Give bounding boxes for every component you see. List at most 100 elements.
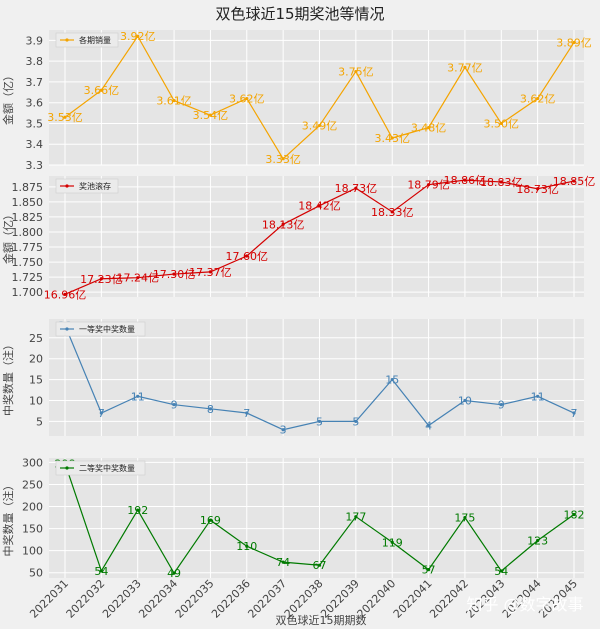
data-label: 169 <box>200 514 221 527</box>
y-tick-label: 3.5 <box>26 117 44 130</box>
y-tick-label: 25 <box>29 332 43 345</box>
x-tick-label: 2022036 <box>209 577 253 621</box>
data-label: 3.53亿 <box>47 111 83 124</box>
y-tick-label: 1.800 <box>12 226 44 239</box>
y-tick-label: 1.775 <box>12 241 44 254</box>
data-label: 3.62亿 <box>520 93 556 106</box>
y-tick-label: 3.3 <box>26 159 44 172</box>
panel-first: 510152025中奖数量（注）28711987355154109117一等奖中… <box>1 319 584 437</box>
data-point <box>99 569 103 573</box>
y-tick-label: 3.4 <box>26 138 44 151</box>
legend-marker <box>65 184 69 188</box>
data-point <box>99 277 103 281</box>
data-label: 175 <box>454 512 475 525</box>
data-point <box>499 121 503 126</box>
data-point <box>317 563 322 567</box>
data-point <box>208 270 213 274</box>
data-point <box>390 136 394 140</box>
data-label: 177 <box>345 511 366 524</box>
data-label: 18.86亿 <box>444 174 487 187</box>
data-label: 17.30亿 <box>153 268 196 281</box>
data-point <box>390 377 394 382</box>
data-point <box>426 126 431 130</box>
data-point <box>281 560 285 564</box>
data-point <box>172 403 176 407</box>
data-point <box>536 538 540 543</box>
legend-label: 奖池滚存 <box>79 181 111 191</box>
data-point <box>317 204 322 208</box>
data-label: 123 <box>527 535 548 548</box>
data-point <box>426 568 431 572</box>
data-point <box>245 544 249 548</box>
data-point <box>390 210 394 214</box>
data-point <box>463 178 467 182</box>
data-point <box>208 407 213 411</box>
data-point <box>354 419 358 423</box>
chart-title: 双色球近15期奖池等情况 <box>215 5 384 23</box>
y-tick-label: 300 <box>22 456 43 469</box>
legend-label: 各期销量 <box>79 35 111 45</box>
legend-box <box>55 460 146 476</box>
data-label: 3.89亿 <box>556 36 592 49</box>
legend-marker <box>65 466 69 470</box>
data-label: 18.79亿 <box>407 179 450 192</box>
data-point <box>499 569 503 573</box>
data-label: 18.85亿 <box>553 175 596 188</box>
data-label: 3.62亿 <box>229 93 265 106</box>
data-point <box>99 88 103 92</box>
data-point <box>281 428 285 432</box>
data-label: 3.61亿 <box>156 95 192 108</box>
y-tick-label: 250 <box>22 478 43 491</box>
y-tick-label: 1.750 <box>12 256 44 269</box>
data-point <box>536 394 540 398</box>
chart-panels: 3.3 3.4 3.5 3.6 3.7 3.8 3.9 金额（亿） 3.53亿 3.66亿 3.92… <box>1 30 595 621</box>
data-label: 17.37亿 <box>189 266 232 279</box>
x-tick-label: 2022032 <box>64 577 108 621</box>
y-tick-label: 1.850 <box>12 196 44 209</box>
data-point <box>354 515 358 519</box>
data-label: 8 <box>207 403 214 416</box>
data-label: 17.24亿 <box>116 272 159 285</box>
legend-box <box>55 32 119 48</box>
data-point <box>281 157 285 161</box>
data-point <box>463 398 467 403</box>
data-label: 3.50亿 <box>484 117 520 130</box>
y-tick-label: 3.9 <box>26 34 44 47</box>
y-tick-label: 3.7 <box>26 76 44 89</box>
y-tick-label: 10 <box>29 394 43 407</box>
data-point <box>536 96 540 101</box>
data-point <box>572 40 576 45</box>
data-label: 15 <box>385 374 399 387</box>
y-tick-label: 1.825 <box>12 211 44 224</box>
data-point <box>208 518 213 522</box>
legend-box <box>55 178 119 194</box>
data-label: 3.49亿 <box>302 120 338 133</box>
plot-background <box>49 30 584 165</box>
data-point <box>572 512 576 517</box>
y-tick-label: 3.6 <box>26 97 44 110</box>
data-label: 3.75亿 <box>338 66 374 79</box>
legend-box <box>55 321 146 337</box>
data-label: 182 <box>564 508 585 521</box>
data-label: 3.43亿 <box>374 132 410 145</box>
watermark: 知乎 @数字故事 <box>466 595 583 614</box>
data-label: 192 <box>127 504 148 517</box>
data-point <box>245 254 249 258</box>
data-point <box>354 69 358 74</box>
data-point <box>63 292 67 296</box>
y-axis-label: 金额（亿） <box>1 70 15 125</box>
legend-marker <box>65 38 69 42</box>
data-label: 7 <box>98 407 105 420</box>
data-point <box>99 411 103 415</box>
panel-sales: 3.3 3.4 3.5 3.6 3.7 3.8 3.9 金额（亿） 3.53亿 3.66亿 3.92… <box>1 30 592 172</box>
data-point <box>390 540 394 544</box>
data-label: 10 <box>458 394 472 407</box>
data-label: 119 <box>382 536 403 549</box>
data-label: 49 <box>167 567 181 580</box>
data-label: 54 <box>94 565 108 578</box>
data-point <box>136 276 140 280</box>
data-point <box>172 571 176 575</box>
data-label: 54 <box>494 565 508 578</box>
y-axis-label: 中奖数量（注） <box>1 339 15 416</box>
